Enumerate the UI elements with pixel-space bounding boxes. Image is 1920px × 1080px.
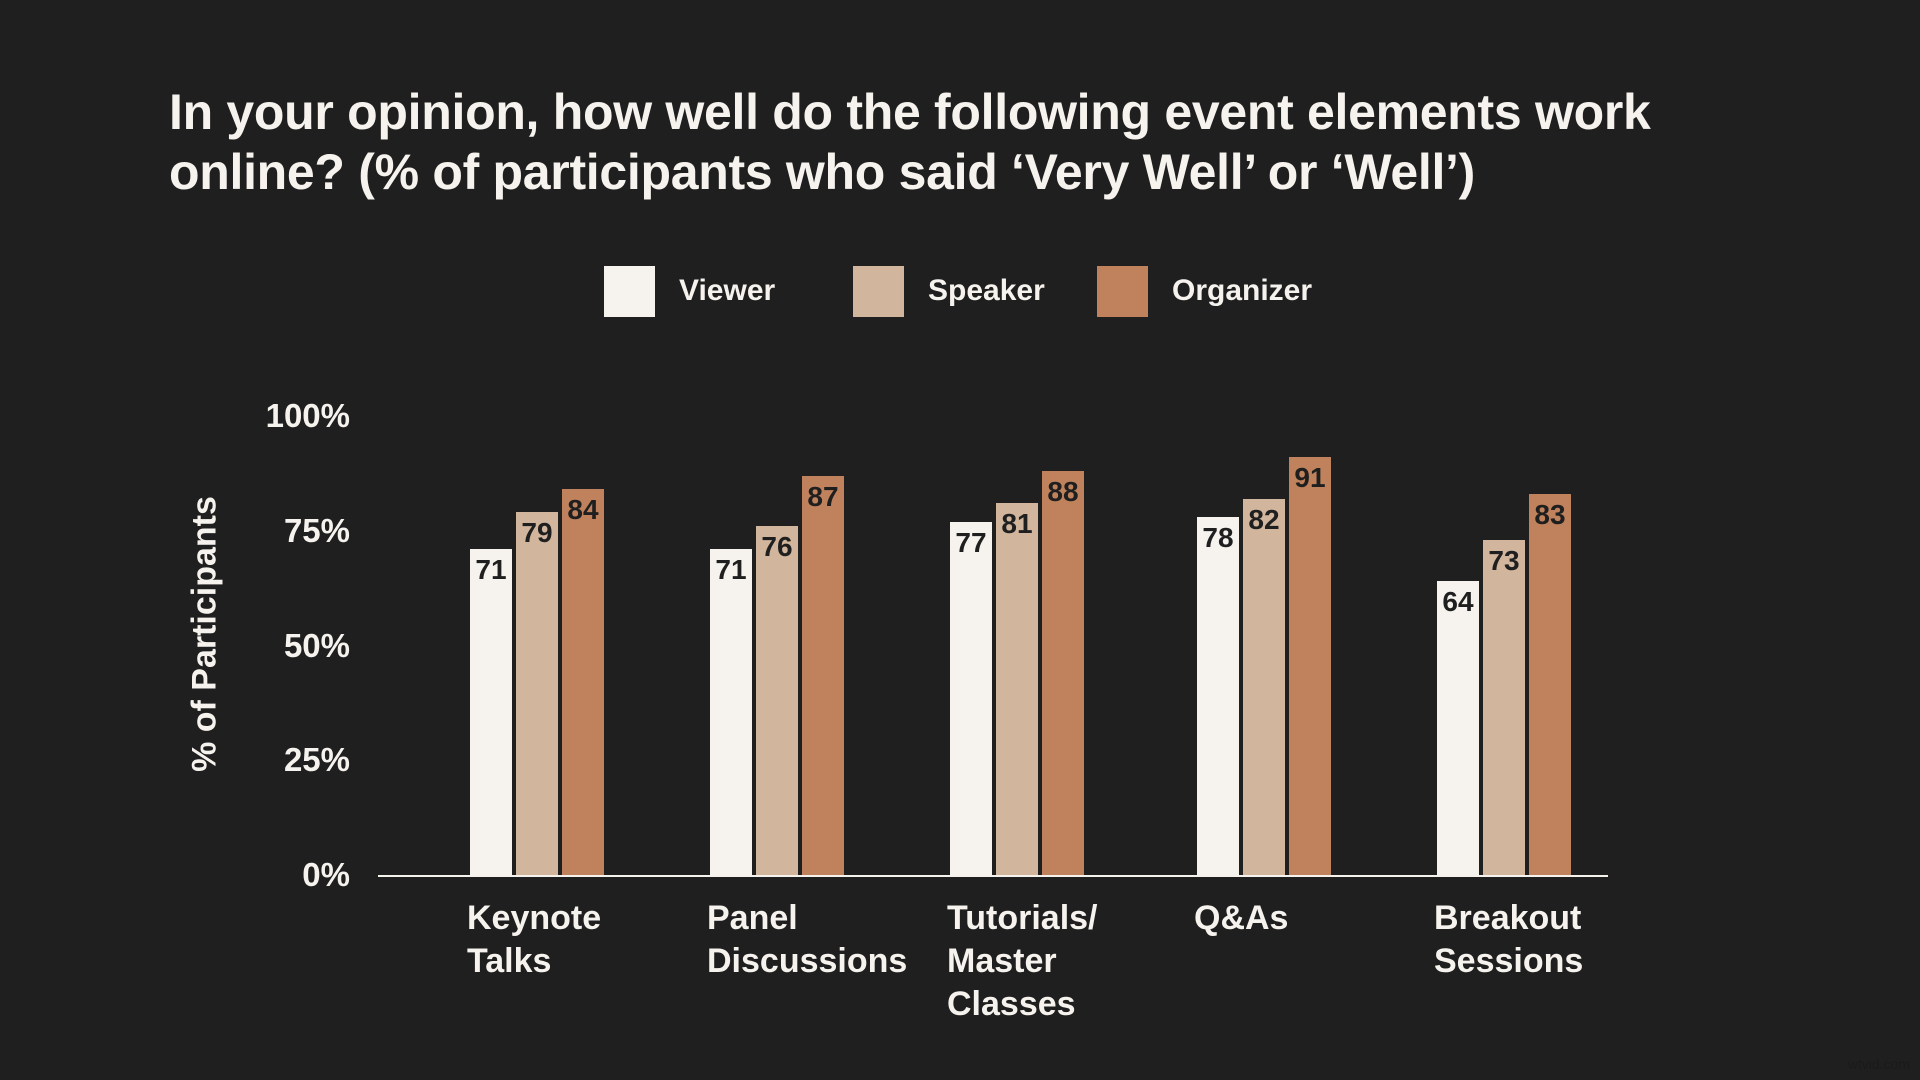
y-axis-label: % of Participants bbox=[185, 496, 224, 772]
category-label: Breakout Sessions bbox=[1434, 899, 1584, 980]
legend-item-organizer: Organizer bbox=[1097, 265, 1312, 317]
y-tick-label: 25% bbox=[283, 741, 350, 779]
watermark: wtvid.com bbox=[1847, 1056, 1910, 1072]
legend-item-viewer: Viewer bbox=[604, 265, 775, 317]
chart-title: In your opinion, how well do the followi… bbox=[169, 84, 1651, 200]
bar-viewer: 71 bbox=[710, 549, 752, 875]
legend-label-speaker: Speaker bbox=[928, 274, 1045, 307]
bar-value-label: 82 bbox=[1248, 503, 1280, 535]
bar-viewer: 64 bbox=[1437, 581, 1479, 875]
bar-value-label: 88 bbox=[1047, 476, 1079, 508]
bar-organizer: 88 bbox=[1042, 471, 1084, 875]
legend-swatch-viewer bbox=[604, 265, 655, 317]
category-label: Panel Discussions bbox=[707, 899, 908, 980]
y-tick-label: 100% bbox=[265, 397, 350, 434]
bar-organizer: 84 bbox=[562, 489, 604, 875]
bar-value-label: 71 bbox=[715, 554, 747, 586]
legend: Viewer Speaker Organizer bbox=[0, 265, 1920, 317]
category-label: Q&As bbox=[1194, 899, 1289, 937]
legend-label-organizer: Organizer bbox=[1172, 274, 1313, 307]
bar-speaker: 82 bbox=[1243, 498, 1285, 875]
bar-value-label: 83 bbox=[1534, 499, 1566, 531]
bar-organizer: 87 bbox=[802, 475, 844, 875]
bar-value-label: 77 bbox=[955, 526, 987, 558]
legend-item-speaker: Speaker bbox=[853, 265, 1045, 317]
bar-value-label: 76 bbox=[761, 531, 793, 563]
category-label: Tutorials/ Master Classes bbox=[947, 899, 1098, 1023]
bar-organizer: 91 bbox=[1289, 457, 1331, 875]
bar-value-label: 71 bbox=[475, 554, 507, 586]
legend-label-viewer: Viewer bbox=[679, 274, 776, 307]
bar-value-label: 84 bbox=[567, 494, 599, 526]
bar-value-label: 78 bbox=[1202, 521, 1234, 553]
bar-speaker: 76 bbox=[756, 526, 798, 875]
bar-speaker: 81 bbox=[996, 503, 1038, 875]
bar-value-label: 87 bbox=[807, 480, 839, 512]
bar-viewer: 78 bbox=[1197, 516, 1239, 875]
y-tick-label: 50% bbox=[283, 626, 350, 664]
bar-value-label: 64 bbox=[1442, 586, 1474, 618]
bar-viewer: 71 bbox=[470, 549, 512, 875]
bar-speaker: 79 bbox=[516, 512, 558, 875]
category-label: Keynote Talks bbox=[467, 899, 602, 980]
bar-organizer: 83 bbox=[1529, 494, 1571, 875]
bar-speaker: 73 bbox=[1483, 539, 1525, 875]
x-axis-baseline bbox=[378, 875, 1608, 877]
bar-viewer: 77 bbox=[950, 521, 992, 875]
bar-value-label: 91 bbox=[1294, 462, 1326, 494]
bar-value-label: 79 bbox=[521, 517, 553, 549]
y-tick-label: 75% bbox=[283, 511, 350, 549]
y-tick-label: 0% bbox=[302, 856, 350, 893]
bar-value-label: 73 bbox=[1488, 544, 1520, 576]
legend-swatch-organizer bbox=[1097, 265, 1148, 317]
legend-swatch-speaker bbox=[853, 265, 904, 317]
bar-value-label: 81 bbox=[1001, 508, 1033, 540]
